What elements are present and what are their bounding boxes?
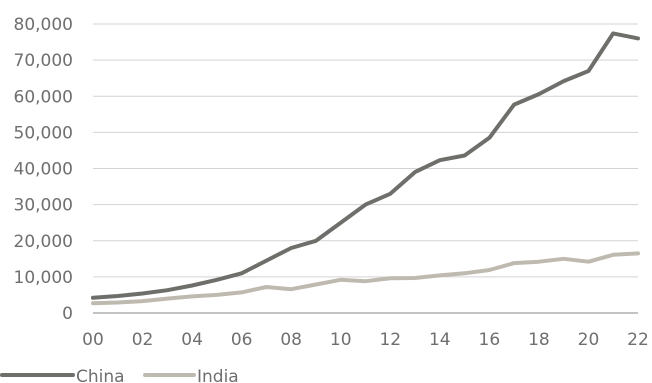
x-tick-label: 02 — [132, 330, 154, 350]
series-line-india — [91, 251, 640, 306]
x-tick-labels: 00 02 04 06 08 10 12 14 16 18 20 22 — [82, 330, 649, 350]
legend-label-india: India — [197, 367, 239, 383]
y-tick-label: 60,000 — [14, 87, 73, 107]
gridlines — [93, 23, 638, 278]
x-tick-label: 08 — [280, 330, 302, 350]
y-tick-label: 0 — [62, 304, 73, 324]
x-tick-label: 04 — [181, 330, 203, 350]
y-tick-label: 80,000 — [14, 15, 73, 35]
y-tick-label: 20,000 — [14, 232, 73, 252]
y-tick-label: 50,000 — [14, 123, 73, 143]
x-tick-label: 18 — [528, 330, 550, 350]
y-tick-label: 70,000 — [14, 51, 73, 71]
series-line-china — [91, 31, 640, 300]
series-lines — [91, 31, 640, 306]
y-tick-label: 40,000 — [14, 160, 73, 180]
legend: China India — [0, 367, 239, 383]
x-tick-label: 14 — [429, 330, 451, 350]
y-tick-label: 10,000 — [14, 268, 73, 288]
x-tick-label: 20 — [578, 330, 600, 350]
x-tick-label: 06 — [231, 330, 253, 350]
x-tick-label: 22 — [627, 330, 649, 350]
x-tick-label: 00 — [82, 330, 104, 350]
x-tick-label: 10 — [330, 330, 352, 350]
y-tick-labels: 0 10,000 20,000 30,000 40,000 50,000 60,000 70,… — [14, 15, 73, 324]
x-tick-label: 16 — [479, 330, 501, 350]
x-tick-label: 12 — [379, 330, 401, 350]
y-tick-label: 30,000 — [14, 196, 73, 216]
legend-label-china: China — [76, 367, 125, 383]
